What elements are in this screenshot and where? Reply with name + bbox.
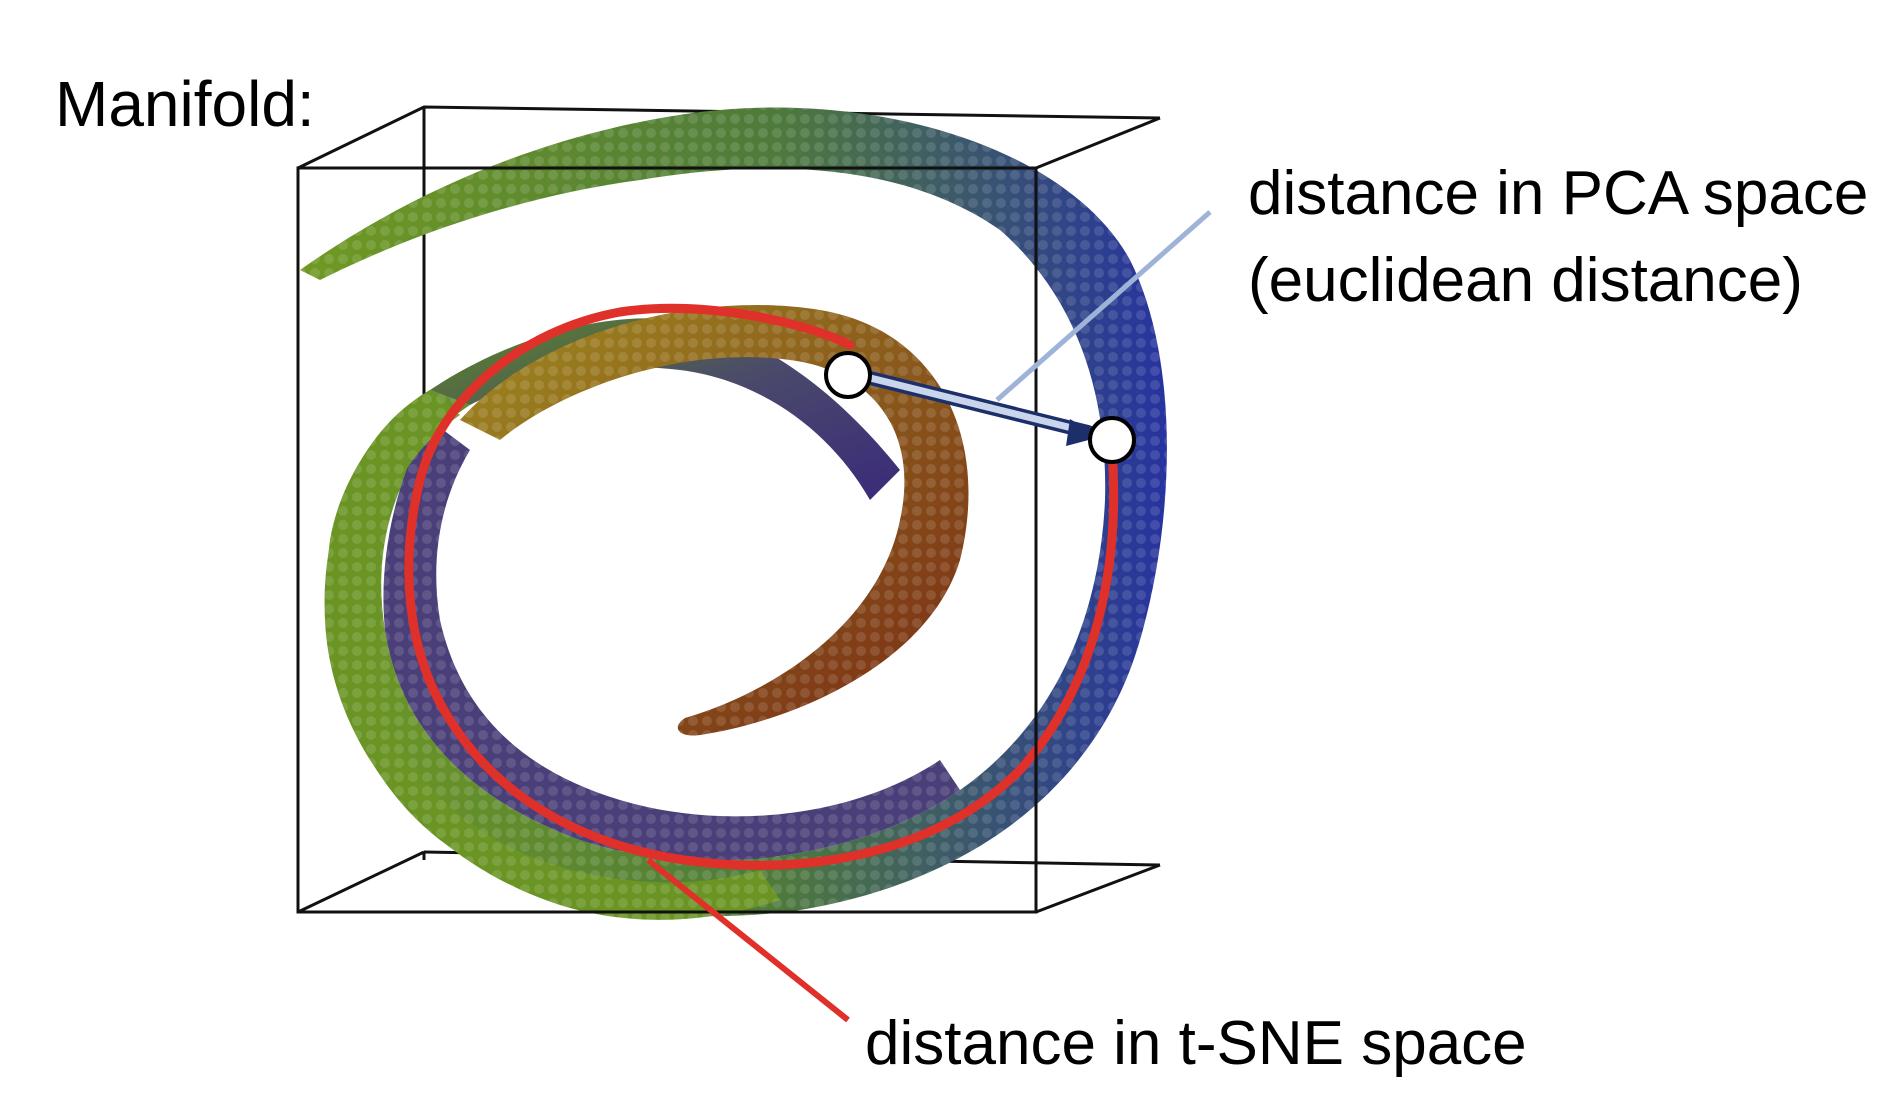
diagram-title: Manifold: [55, 68, 315, 140]
tsne-geodesic-path [404, 303, 1119, 870]
tsne-label-pointer [646, 857, 850, 1023]
point-a-marker [824, 351, 872, 399]
tsne-label: distance in t-SNE space [865, 1009, 1527, 1078]
point-b-marker [1088, 416, 1136, 464]
bounding-box-front [296, 116, 1161, 914]
pca-label-line2: (euclidean distance) [1248, 246, 1803, 315]
pca-label-pointer [995, 210, 1212, 402]
manifold-inner-curl [460, 304, 969, 736]
pca-label-line1: distance in PCA space [1248, 159, 1869, 228]
